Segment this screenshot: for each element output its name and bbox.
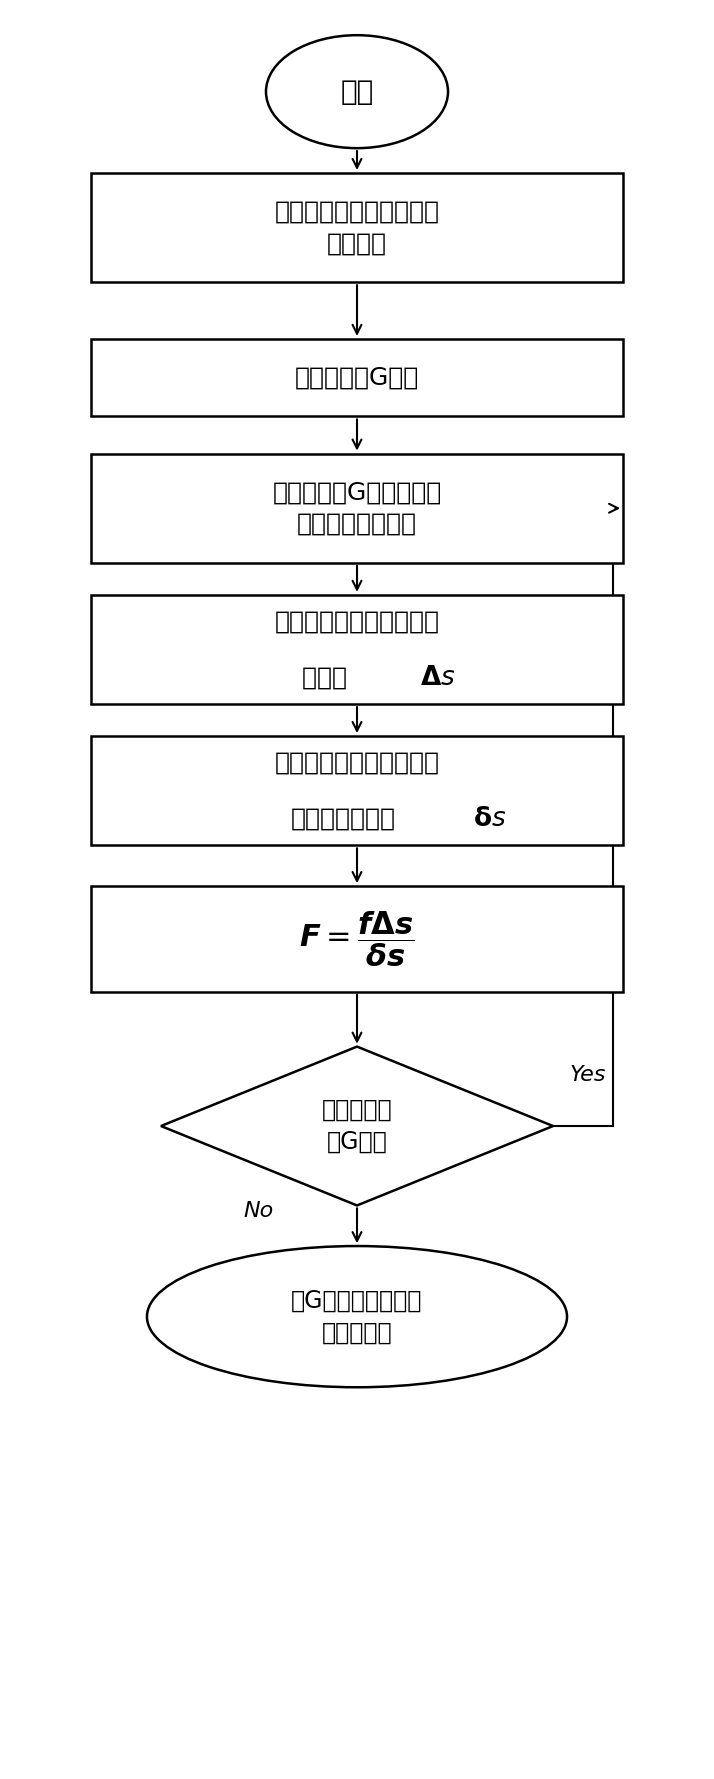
Text: $\boldsymbol{F}=\dfrac{\boldsymbol{f}\boldsymbol{\Delta s}}{\boldsymbol{\delta s: $\boldsymbol{F}=\dfrac{\boldsymbol{f}\bo…	[299, 909, 415, 970]
Text: 位移量: 位移量	[303, 665, 356, 690]
Text: No: No	[244, 1201, 274, 1220]
Text: 是否有下一
行G代码: 是否有下一 行G代码	[322, 1098, 392, 1155]
Text: 开始: 开始	[341, 78, 373, 105]
Text: Yes: Yes	[570, 1066, 606, 1085]
Bar	[91, 338, 623, 416]
Text: 计算机床坐标空间扩展线: 计算机床坐标空间扩展线	[274, 608, 440, 633]
Text: 读取下一行G代码，计算
各坐标轴位移增量: 读取下一行G代码，计算 各坐标轴位移增量	[272, 480, 442, 535]
Bar	[91, 886, 623, 993]
Ellipse shape	[266, 36, 448, 148]
Ellipse shape	[147, 1245, 567, 1388]
Text: 相对位移量移量: 相对位移量移量	[291, 808, 396, 831]
Text: $\bf{\delta \it{s}}$: $\bf{\delta \it{s}}$	[473, 806, 507, 833]
Bar	[91, 594, 623, 704]
Text: 读取第一行G代码: 读取第一行G代码	[295, 366, 419, 390]
Text: 将G代码保存并传递
给数控系统: 将G代码保存并传递 给数控系统	[291, 1288, 423, 1345]
Bar	[91, 454, 623, 562]
Polygon shape	[161, 1046, 553, 1206]
Text: 计算工件坐标空间参考点: 计算工件坐标空间参考点	[274, 751, 440, 774]
Text: 选取参考点，测量参考点
位置信息: 选取参考点，测量参考点 位置信息	[274, 199, 440, 256]
Bar	[91, 737, 623, 845]
Text: $\bf{\Delta \it{s}}$: $\bf{\Delta \it{s}}$	[420, 665, 456, 690]
Bar	[91, 173, 623, 283]
